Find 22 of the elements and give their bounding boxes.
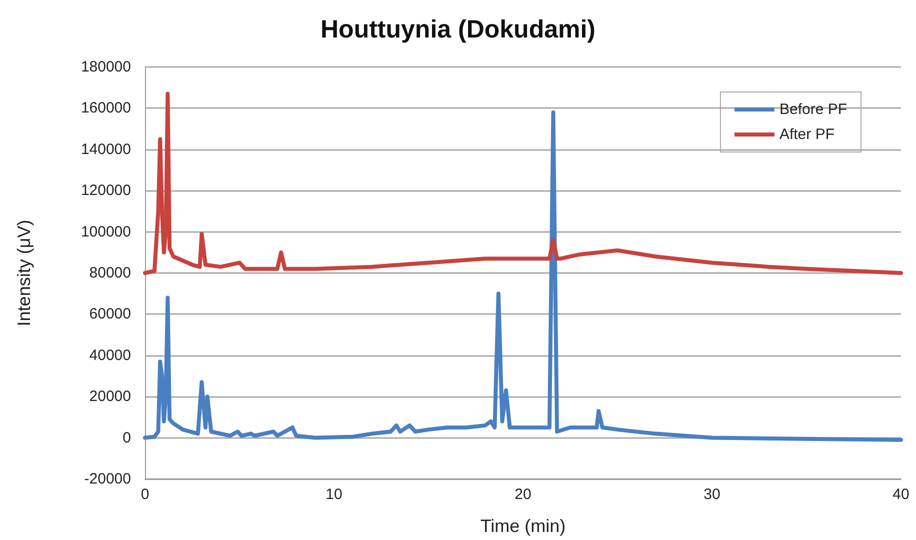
y-tick-label: -20000 (84, 470, 131, 488)
y-tick-label: 100000 (80, 223, 131, 240)
y-tick-label: 80000 (89, 264, 131, 282)
x-axis-title: Time (min) (480, 516, 566, 536)
y-tick-label: 60000 (89, 306, 131, 323)
y-axis-title: Intensity (μV) (14, 220, 34, 326)
y-tick-label: 180000 (80, 58, 131, 76)
y-tick-label: 160000 (80, 100, 131, 117)
y-tick-label: 40000 (89, 346, 131, 364)
x-tick-label: 40 (892, 486, 910, 503)
x-tick-label: 0 (140, 486, 150, 503)
y-tick-label: 120000 (80, 182, 131, 200)
chart-title: Houttuynia (Dokudami) (320, 16, 596, 44)
y-tick-label: 140000 (80, 140, 131, 158)
legend-label: Before PF (779, 101, 847, 118)
y-tick-label: 0 (122, 429, 131, 446)
x-tick-label: 30 (704, 486, 720, 503)
x-tick-label: 20 (514, 486, 532, 503)
line-series (143, 92, 903, 275)
y-tick-label: 20000 (89, 388, 131, 406)
x-tick-label: 10 (326, 486, 342, 503)
legend-label: After PF (779, 126, 834, 143)
